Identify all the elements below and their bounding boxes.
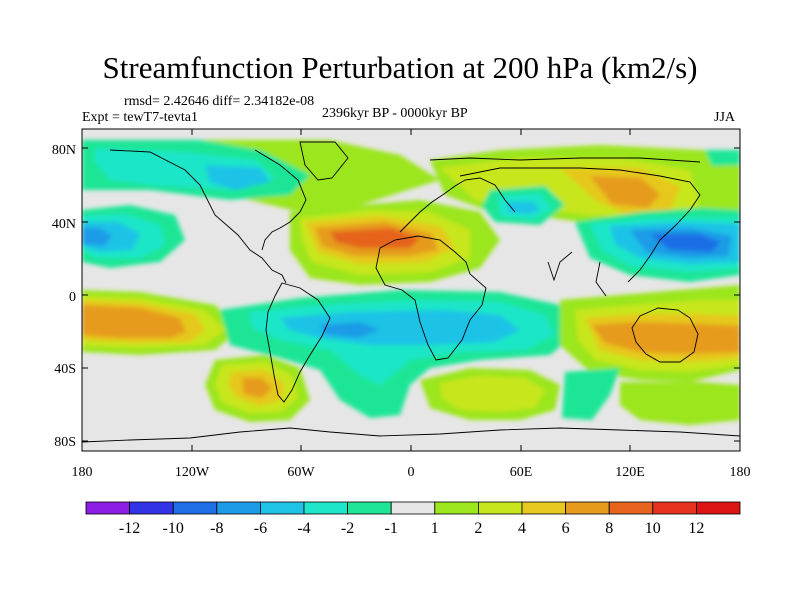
contour-band-4-k: [440, 376, 545, 412]
colorbar-swatch: [521, 501, 566, 515]
colorbar-label: 12: [688, 520, 704, 537]
axis-ticks: [81, 129, 741, 451]
season-label: JJA: [714, 110, 736, 125]
colorbar-swatch: [565, 501, 610, 515]
contour-fill: [82, 140, 740, 425]
colorbar-label: 4: [518, 520, 526, 537]
lon-label: 180: [730, 465, 751, 480]
contour-band-neg6-b: [82, 228, 112, 246]
colorbar-label: -6: [254, 520, 267, 537]
period-label: 2396kyr BP - 0000kyr BP: [322, 106, 468, 121]
contour-band-neg4-e: [508, 202, 540, 214]
colorbar-label: -4: [297, 520, 310, 537]
colorbar-swatch: [216, 501, 261, 515]
colorbar-label: -1: [385, 520, 398, 537]
colorbar-swatch: [477, 501, 523, 515]
colorbar-swatch: [172, 501, 218, 515]
stats-line: rmsd= 2.42646 diff= 2.34182e-08: [124, 94, 315, 109]
colorbar-label: -2: [341, 520, 354, 537]
colorbar-swatch: [129, 501, 174, 515]
coast-africa: [375, 235, 487, 361]
colorbar-label: 8: [605, 520, 613, 537]
lat-label: 0: [69, 290, 76, 305]
lon-label: 180: [72, 465, 93, 480]
lat-axis-labels: 80N 40N 0 40S 80S: [52, 143, 76, 450]
contour-band-2-n: [620, 382, 740, 425]
coastlines: [82, 141, 740, 443]
colorbar-swatch: [390, 501, 436, 515]
contour-band-10-c: [330, 228, 420, 248]
colorbar-label: -10: [163, 520, 184, 537]
contour-band-neg1-m: [562, 368, 620, 420]
contour-band-neg8-f: [650, 234, 720, 252]
colorbar-label: 10: [645, 520, 661, 537]
lon-label: 120E: [615, 465, 645, 480]
colorbar-swatch: [696, 501, 741, 515]
lon-label: 0: [408, 465, 415, 480]
colorbar-label: -8: [210, 520, 223, 537]
contour-band-8-h: [82, 305, 186, 338]
contour-band-neg4-a: [205, 165, 270, 190]
coast-north-america: [109, 149, 307, 284]
map-panel: [81, 128, 741, 452]
colorbar-label: -12: [119, 520, 140, 537]
coast-south-america: [265, 282, 331, 403]
lon-axis-labels: 180 120W 60W 0 60E 120E 180: [72, 465, 751, 480]
lat-label: 80S: [54, 435, 76, 450]
colorbar: [85, 501, 741, 515]
coast-arctic: [429, 157, 701, 163]
lat-label: 40N: [52, 217, 76, 232]
lon-label: 120W: [175, 465, 210, 480]
lat-label: 40S: [54, 362, 76, 377]
coast-antarctica: [82, 427, 740, 443]
colorbar-label: 1: [431, 520, 439, 537]
figure-title: Streamfunction Perturbation at 200 hPa (…: [102, 50, 698, 85]
experiment-label: Expt = tewT7-tevta1: [82, 110, 198, 125]
coast-europe: [399, 177, 516, 233]
contour-band-neg6-i: [320, 322, 380, 338]
contour-band-8-l: [592, 322, 740, 354]
contour-band-8-d: [590, 176, 660, 208]
colorbar-swatch: [259, 501, 305, 515]
colorbar-label: 2: [474, 520, 482, 537]
colorbar-swatch: [434, 501, 479, 515]
lon-label: 60W: [287, 465, 315, 480]
contour-band-neg1-g: [705, 150, 740, 166]
coast-asia: [459, 167, 701, 297]
colorbar-swatch: [303, 501, 348, 515]
lat-label: 80N: [52, 143, 76, 158]
coast-australia: [631, 307, 699, 363]
colorbar-labels: -12 -10 -8 -6 -4 -2 -1 1 2 4 6 8 10 12: [119, 520, 704, 537]
colorbar-swatch: [347, 501, 392, 515]
colorbar-swatch: [608, 501, 654, 515]
colorbar-swatch: [85, 501, 130, 515]
colorbar-swatch: [652, 501, 697, 515]
contour-band-8-j: [242, 378, 272, 398]
coast-greenland: [299, 141, 349, 181]
lon-label: 60E: [510, 465, 533, 480]
colorbar-label: 6: [562, 520, 570, 537]
contour-band-neg4-i: [280, 310, 520, 345]
